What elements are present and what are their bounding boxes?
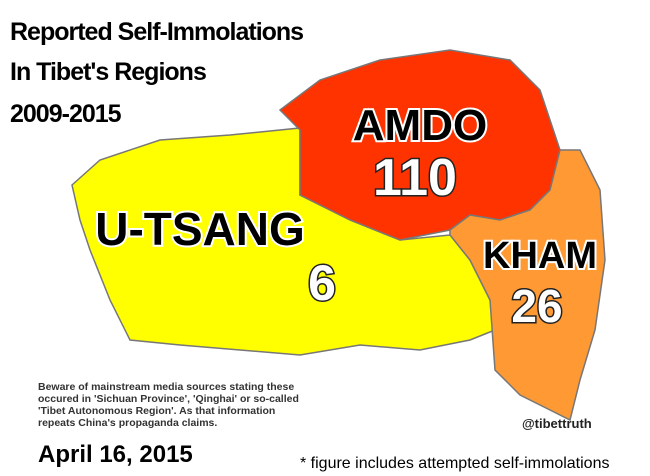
- region-count: 26: [511, 280, 562, 332]
- note-line: occured in 'Sichuan Province', 'Qinghai'…: [38, 393, 299, 405]
- region-name: U-TSANG: [95, 203, 305, 255]
- region-count: 6: [308, 255, 336, 311]
- title-line: In Tibet's Regions: [10, 58, 206, 86]
- title-line: Reported Self-Immolations: [10, 18, 303, 46]
- note-line: repeats China's propaganda claims.: [38, 417, 217, 429]
- note-line: 'Tibet Autonomous Region'. As that infor…: [38, 405, 275, 417]
- region-name: AMDO: [353, 101, 487, 150]
- date: April 16, 2015: [38, 441, 193, 468]
- handle: @tibettruth: [522, 416, 592, 431]
- footnote: * figure includes attempted self-immolat…: [300, 455, 609, 472]
- note-line: Beware of mainstream media sources stati…: [38, 381, 294, 393]
- map: [71, 49, 606, 422]
- region-count: 110: [373, 149, 457, 207]
- region-kham: [449, 149, 606, 422]
- region-name: KHAM: [483, 235, 597, 277]
- title-line: 2009-2015: [10, 100, 122, 128]
